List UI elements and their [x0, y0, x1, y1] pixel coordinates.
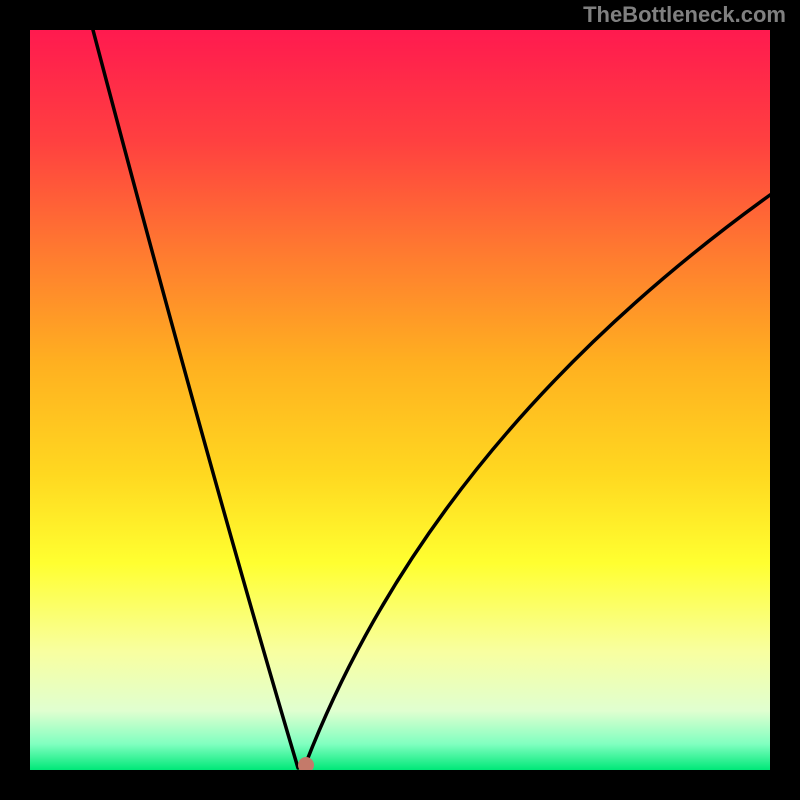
- frame-left: [0, 0, 30, 800]
- min-point-marker: [298, 757, 314, 770]
- watermark-text: TheBottleneck.com: [583, 2, 786, 28]
- v-curve: [30, 30, 770, 770]
- chart-canvas: TheBottleneck.com: [0, 0, 800, 800]
- plot-area: [30, 30, 770, 770]
- frame-bottom: [0, 770, 800, 800]
- frame-right: [770, 0, 800, 800]
